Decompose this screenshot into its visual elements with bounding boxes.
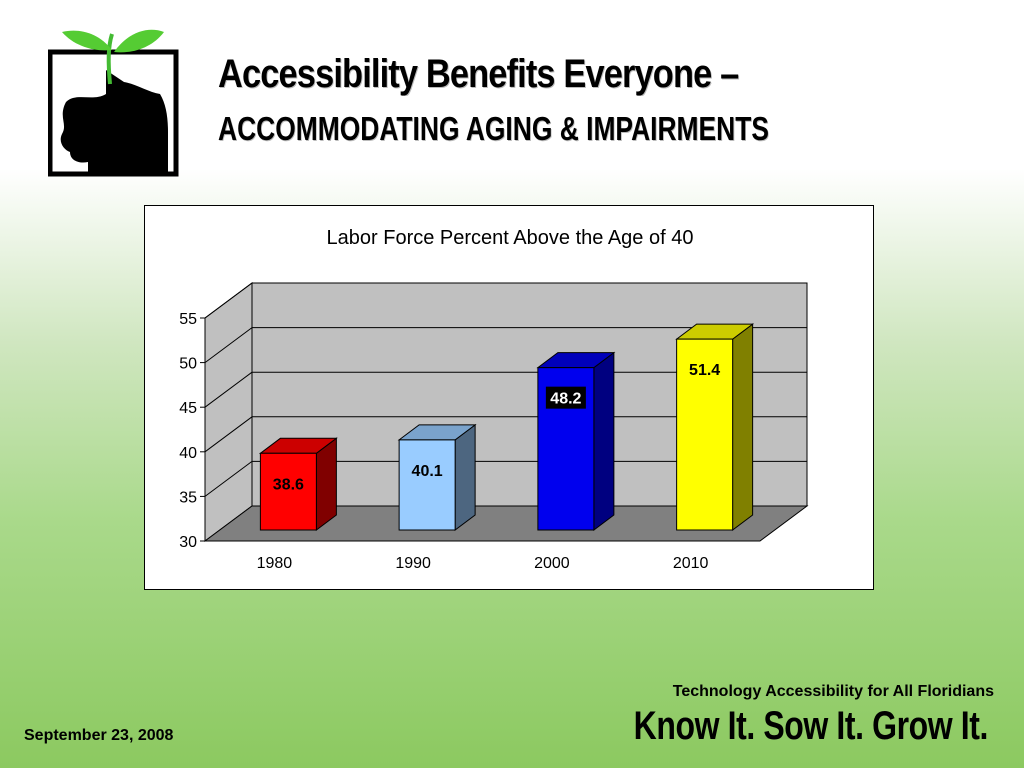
chart-side-wall xyxy=(204,282,253,542)
gridline-depth xyxy=(204,327,253,364)
x-tick-label: 1990 xyxy=(395,555,431,572)
data-label-bg xyxy=(545,386,586,409)
gridline-depth xyxy=(204,460,253,497)
chart-container: Labor Force Percent Above the Age of 40 … xyxy=(144,205,874,590)
chart-title: Labor Force Percent Above the Age of 40 xyxy=(327,227,694,249)
x-tick-label: 2000 xyxy=(534,555,570,572)
data-label: 40.1 xyxy=(412,463,443,480)
y-tick-label: 55 xyxy=(179,311,197,328)
y-tick-label: 50 xyxy=(179,356,197,373)
bar-side xyxy=(593,351,615,531)
gridline-depth xyxy=(204,282,253,319)
gridline-depth xyxy=(204,416,253,453)
y-tick-label: 35 xyxy=(179,489,197,506)
bar-2010 xyxy=(676,338,734,531)
footer-tagline: Technology Accessibility for All Floridi… xyxy=(672,683,994,700)
head-sprout-logo xyxy=(47,22,180,178)
gridline-depth xyxy=(204,371,253,408)
data-label: 48.2 xyxy=(550,391,581,408)
slide-subtitle: ACCOMMODATING AGING & IMPAIRMENTS xyxy=(218,110,769,147)
chart-floor xyxy=(203,505,809,542)
footer-date: September 23, 2008 xyxy=(24,727,174,744)
footer-slogan: Know It. Sow It. Grow It. xyxy=(633,704,989,748)
data-label: 38.6 xyxy=(273,476,304,493)
slide-title: Accessibility Benefits Everyone – xyxy=(218,52,739,96)
bar-side xyxy=(454,423,476,531)
y-tick-label: 45 xyxy=(179,400,197,417)
y-tick-label: 30 xyxy=(179,534,197,551)
x-tick-label: 2010 xyxy=(673,555,709,572)
bar-chart: Labor Force Percent Above the Age of 40 … xyxy=(179,227,809,572)
data-label: 51.4 xyxy=(689,362,720,379)
x-tick-label: 1980 xyxy=(257,555,293,572)
bar-side xyxy=(315,437,337,531)
y-tick-label: 40 xyxy=(179,445,197,462)
bar-1990 xyxy=(398,439,456,531)
bar-side xyxy=(732,323,754,531)
bar-1980 xyxy=(259,452,317,531)
